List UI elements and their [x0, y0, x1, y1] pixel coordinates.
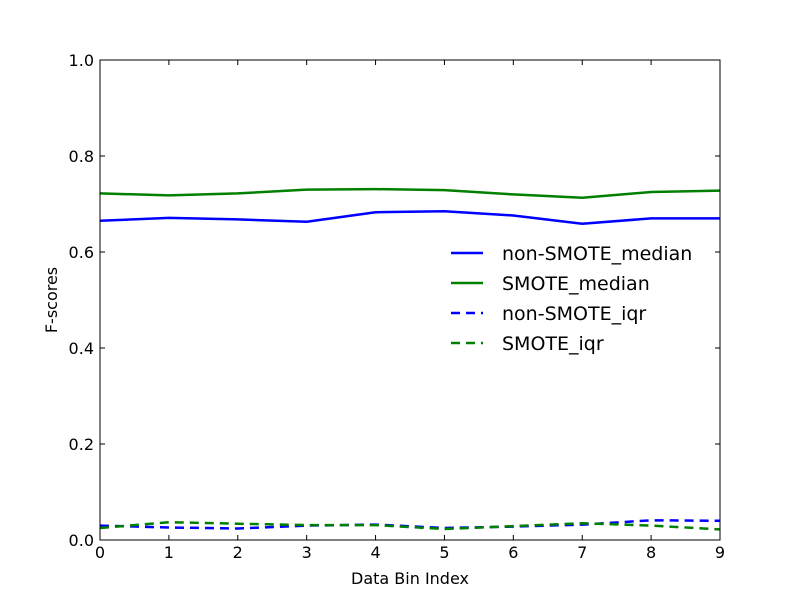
legend-label: non-SMOTE_iqr — [502, 303, 646, 325]
legend-label: SMOTE_median — [502, 273, 650, 295]
series-line-smote-iqr — [99, 520, 721, 531]
x-tick-label: 1 — [164, 543, 174, 562]
series-line-non-smote-iqr — [99, 519, 721, 530]
y-tick-label: 0.0 — [69, 531, 94, 550]
series-line-non-smote-median — [99, 209, 720, 225]
y-tick-label: 0.6 — [69, 243, 94, 262]
y-tick-label: 0.2 — [69, 435, 94, 454]
legend: non-SMOTE_median SMOTE_median non-SMOTE_iq… — [451, 243, 692, 355]
series-line-smote-median — [99, 187, 721, 200]
legend-label: non-SMOTE_median — [502, 243, 692, 265]
y-tick-label: 1.0 — [69, 51, 94, 70]
x-tick-label: 3 — [302, 543, 312, 562]
y-axis-label: F-scores — [42, 267, 61, 333]
x-tick-label: 0 — [95, 543, 105, 562]
x-tick-label: 2 — [233, 543, 243, 562]
x-tick-label: 6 — [508, 543, 518, 562]
x-axis-label: Data Bin Index — [351, 569, 469, 588]
x-tick-label: 9 — [715, 543, 725, 562]
x-tick-label: 7 — [577, 543, 587, 562]
y-tick-label: 0.4 — [69, 339, 94, 358]
x-tick-label: 8 — [646, 543, 656, 562]
x-tick-label: 4 — [370, 543, 380, 562]
series-layer — [99, 187, 721, 531]
ticks-layer: 0 1 2 3 4 5 6 7 8 9 0.0 0.2 0.4 0.6 0.8 1.0 — [69, 51, 726, 562]
x-tick-label: 5 — [439, 543, 449, 562]
plot-frame — [99, 59, 721, 541]
legend-label: SMOTE_iqr — [502, 333, 604, 355]
y-tick-label: 0.8 — [69, 147, 94, 166]
